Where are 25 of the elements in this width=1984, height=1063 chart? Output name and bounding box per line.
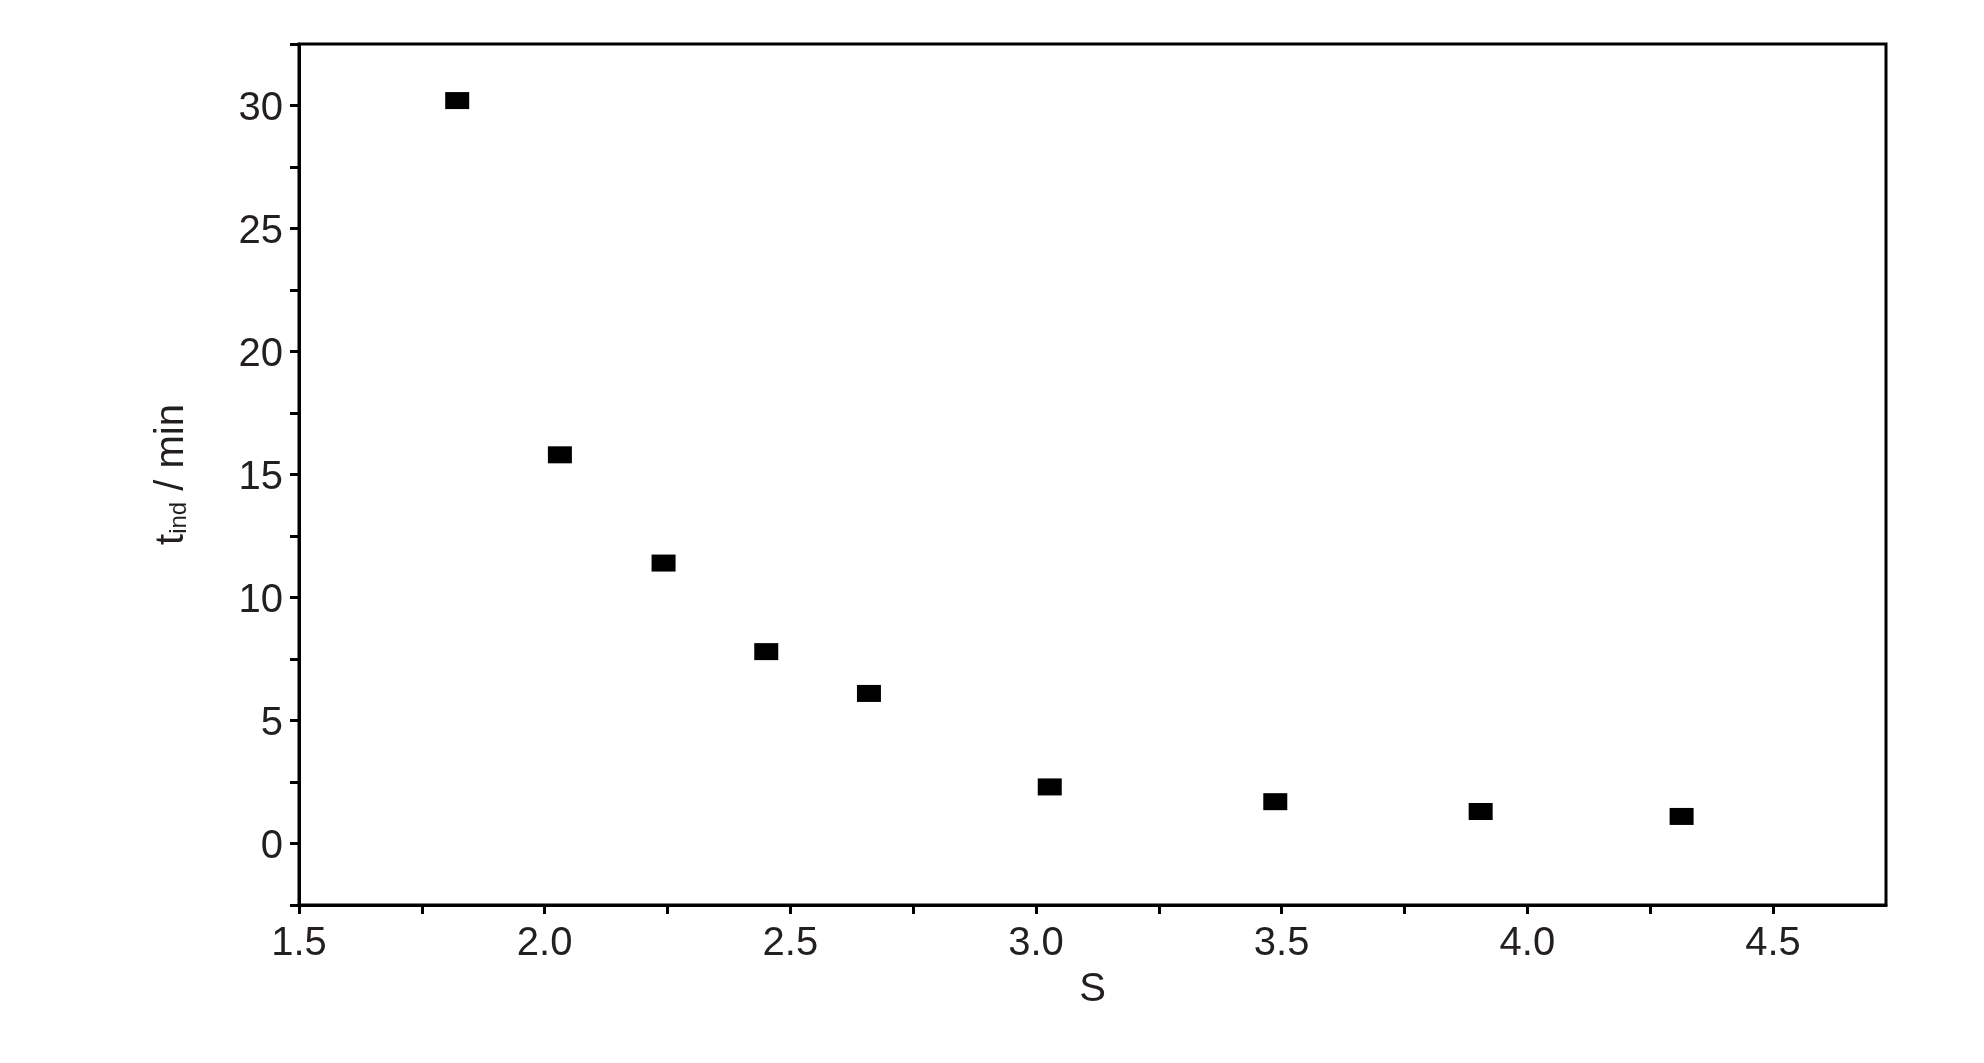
x-axis-title: S: [1079, 965, 1106, 1009]
point: [547, 446, 572, 464]
x-tick-label: 1.5: [271, 919, 327, 963]
x-tick-label: 4.5: [1745, 919, 1801, 963]
x-tick-label: 3.0: [1008, 919, 1064, 963]
y-tick-label: 0: [260, 821, 283, 866]
x-tick-label: 4.0: [1499, 919, 1556, 963]
x-tick-label: 3.5: [1253, 919, 1310, 963]
point: [1037, 778, 1062, 796]
y-tick-label: 30: [238, 83, 283, 128]
point: [1669, 807, 1694, 825]
x-tick-label: 2.5: [762, 919, 819, 963]
y-tick-label: 15: [238, 452, 283, 497]
point: [856, 684, 881, 702]
y-tick-label: 25: [238, 206, 283, 251]
x-tick-label: 2.0: [516, 919, 573, 963]
y-tick-label: 20: [238, 329, 283, 374]
y-tick-label: 10: [238, 575, 283, 620]
point: [1263, 793, 1288, 811]
point: [651, 554, 676, 572]
y-tick-label: 5: [260, 698, 283, 743]
point: [754, 643, 779, 661]
point: [445, 92, 470, 110]
point: [1468, 803, 1493, 821]
y-axis-title: tind / min: [147, 404, 191, 545]
